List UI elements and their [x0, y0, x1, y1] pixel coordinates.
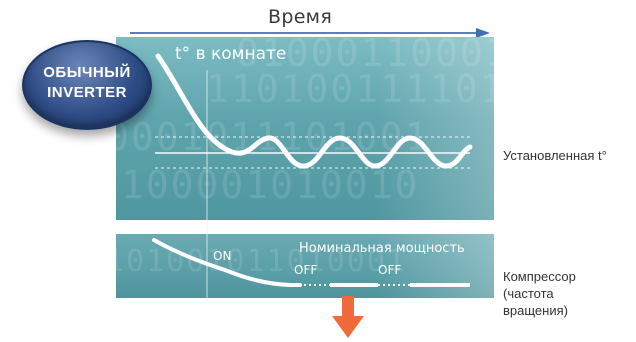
on-label: ON: [213, 249, 232, 263]
off-label-1: OFF: [294, 263, 318, 277]
time-axis-label: Время: [268, 6, 333, 28]
room-temperature-label: t° в комнате: [175, 44, 287, 64]
binary-pattern: 1101001011010001: [116, 244, 407, 279]
down-arrow: [332, 296, 364, 338]
room-temperature-curve: [155, 53, 473, 169]
compressor-label-line-2: (частота: [503, 286, 554, 301]
setpoint-label: Установленная t°: [503, 148, 607, 163]
badge-line-2: INVERTER: [47, 84, 127, 101]
inverter-badge: ОБЫЧНЫЙ INVERTER: [22, 40, 152, 130]
compressor-curve: [152, 238, 302, 287]
off-label-2: OFF: [378, 263, 402, 277]
compressor-label-line-3: вращения): [503, 303, 568, 318]
badge-line-1: ОБЫЧНЫЙ: [43, 64, 131, 81]
nominal-power-label: Номинальная мощность: [299, 241, 465, 256]
binary-pattern: 1100001010010: [116, 163, 420, 207]
compressor-label-line-1: Компрессор: [503, 269, 576, 284]
time-arrow: [130, 28, 490, 38]
compressor-label: Компрессор (частота вращения): [503, 268, 576, 319]
compressor-panel: 1101001011010001: [116, 234, 494, 298]
